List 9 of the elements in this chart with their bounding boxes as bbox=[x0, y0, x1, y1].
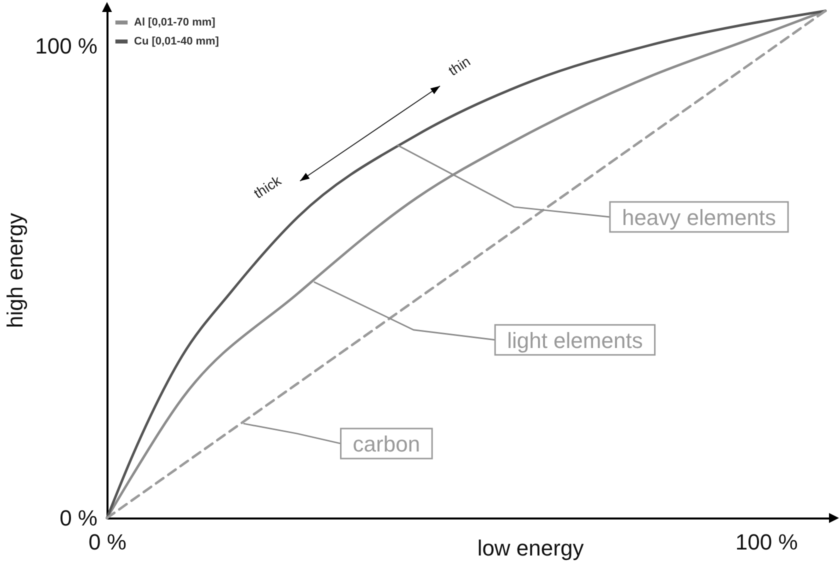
annotation: thick bbox=[250, 172, 285, 202]
annotation: carbon bbox=[352, 432, 420, 457]
y-axis-title: high energy bbox=[2, 213, 28, 328]
annotation: thin bbox=[445, 52, 474, 79]
annotation: heavy elements bbox=[622, 204, 776, 230]
legend-label: Al [0,01-70 mm] bbox=[134, 16, 216, 28]
legend-label: Cu [0,01-40 mm] bbox=[134, 36, 220, 48]
annotation: light elements bbox=[507, 328, 643, 353]
x-axis-title: low energy bbox=[477, 536, 584, 560]
